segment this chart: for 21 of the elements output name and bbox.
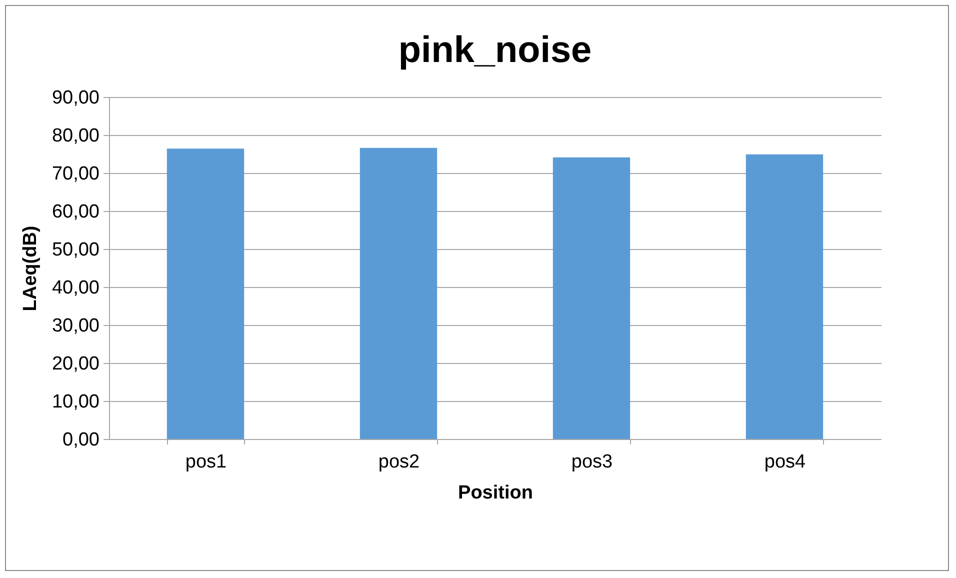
x-tick-label: pos2: [378, 452, 420, 472]
y-tick-label: 80,00: [52, 126, 100, 146]
y-tick-label: 20,00: [52, 354, 100, 374]
y-tick-label: 70,00: [52, 164, 100, 184]
y-tick-label: 60,00: [52, 202, 100, 222]
y-tick-label: 50,00: [52, 240, 100, 260]
y-tick-label: 10,00: [52, 392, 100, 412]
x-tick-label: pos1: [185, 452, 227, 472]
x-axis-title: Position: [458, 482, 533, 504]
y-tick-label: 90,00: [52, 88, 100, 108]
bar: [552, 157, 630, 439]
x-tick-label: pos3: [571, 452, 613, 472]
x-tick-label: pos4: [764, 452, 806, 472]
y-axis-title: LAeq(dB): [20, 226, 41, 312]
y-tick-label: 30,00: [52, 316, 100, 336]
bar: [360, 148, 438, 439]
y-tick-label: 40,00: [52, 278, 100, 298]
bar: [166, 148, 244, 439]
bar: [746, 154, 824, 439]
chart-title: pink_noise: [398, 29, 592, 70]
y-tick-label: 0,00: [62, 430, 100, 450]
